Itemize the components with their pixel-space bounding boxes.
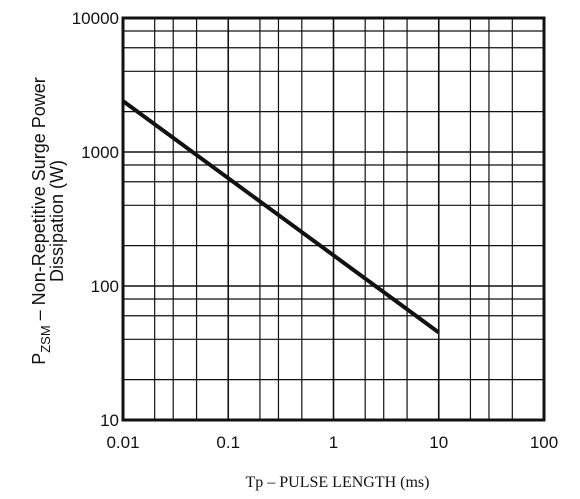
x-tick-label: 10 [429,433,448,452]
y-axis-label-rest: – Non-Repetitive Surge Power [29,77,49,325]
y-tick-labels: 10 100 1000 10000 [72,9,119,430]
y-axis-label-subscript: ZSM [38,325,53,352]
series-line [121,99,440,335]
y-axis-label: PZSM – Non-Repetitive Surge Power Dissip… [29,77,67,365]
x-tick-label: 0.01 [106,433,139,452]
x-tick-label: 100 [530,433,558,452]
y-axis-label-symbol: P [29,353,49,365]
y-tick-label: 10000 [72,9,119,28]
x-tick-label: 1 [329,433,338,452]
y-axis-label-line1: PZSM – Non-Repetitive Surge Power [29,77,53,365]
y-axis-label-line2: Dissipation (W) [47,160,67,282]
y-tick-label: 1000 [81,143,119,162]
y-tick-label: 100 [91,277,119,296]
grid [123,18,544,420]
x-tick-label: 0.1 [216,433,240,452]
x-tick-labels: 0.01 0.1 1 10 100 [106,433,558,452]
y-tick-label: 10 [100,411,119,430]
x-axis-label: Tp – PULSE LENGTH (ms) [246,474,430,491]
plot-frame [121,16,546,422]
